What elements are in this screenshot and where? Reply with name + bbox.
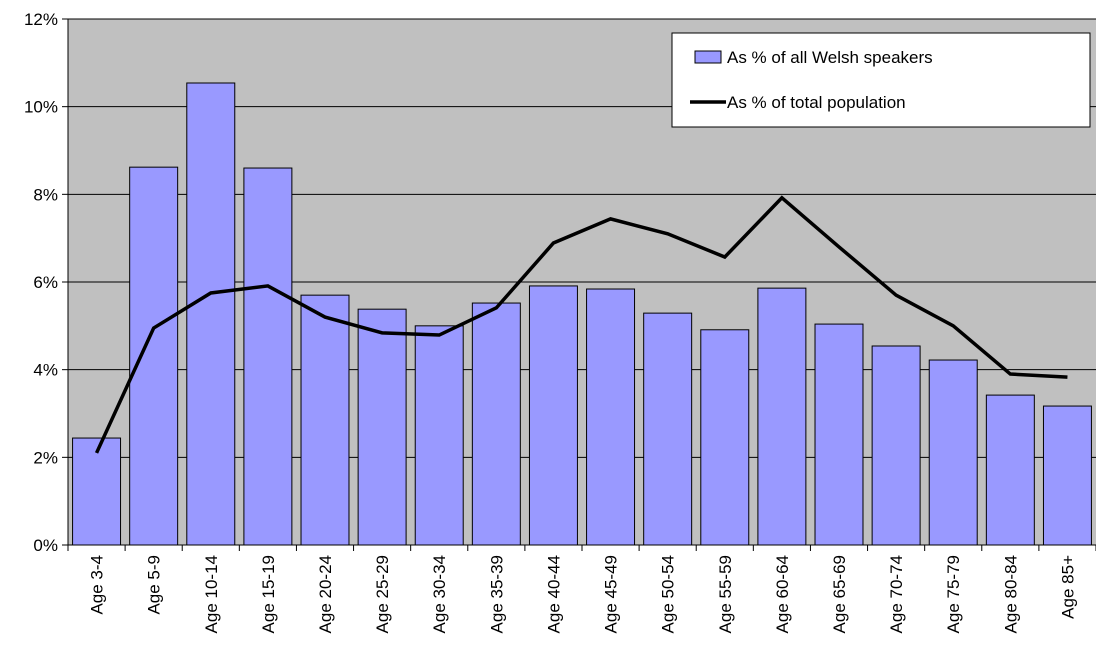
bar <box>72 437 122 546</box>
y-tick-label: 8% <box>33 185 58 204</box>
x-tick-label: Age 30-34 <box>430 555 449 633</box>
x-tick-label: Age 85+ <box>1058 555 1077 619</box>
bar <box>814 323 864 546</box>
bar <box>757 287 807 546</box>
legend-swatch <box>694 50 722 64</box>
bar <box>1042 405 1092 546</box>
bar <box>586 288 636 546</box>
bar <box>985 394 1035 546</box>
x-tick-label: Age 80-84 <box>1001 555 1020 633</box>
x-tick-label: Age 55-59 <box>716 555 735 633</box>
bar <box>700 329 750 546</box>
y-tick-label: 2% <box>33 448 58 467</box>
x-tick-label: Age 15-19 <box>259 555 278 633</box>
x-tick-label: Age 40-44 <box>544 555 563 633</box>
bar <box>643 312 693 546</box>
x-tick-label: Age 35-39 <box>487 555 506 633</box>
x-tick-label: Age 50-54 <box>659 555 678 633</box>
y-tick-label: 4% <box>33 361 58 380</box>
x-tick-label: Age 20-24 <box>316 555 335 633</box>
y-tick-label: 0% <box>33 536 58 555</box>
bar <box>129 166 179 546</box>
x-tick-label: Age 65-69 <box>830 555 849 633</box>
x-tick-label: Age 75-79 <box>944 555 963 633</box>
y-tick-label: 12% <box>24 10 58 29</box>
legend-label: As % of total population <box>727 93 906 112</box>
bar <box>528 285 578 546</box>
x-tick-label: Age 70-74 <box>887 555 906 633</box>
x-tick-label: Age 5-9 <box>145 555 164 615</box>
bar <box>357 308 407 546</box>
legend: As % of all Welsh speakers As % of total … <box>671 32 1091 128</box>
y-tick-label: 10% <box>24 98 58 117</box>
x-tick-label: Age 60-64 <box>773 555 792 633</box>
bar <box>300 294 350 546</box>
legend-box <box>671 32 1091 128</box>
bar <box>928 359 978 546</box>
bar <box>414 325 464 546</box>
bar <box>243 167 293 546</box>
x-tick-label: Age 10-14 <box>202 555 221 633</box>
x-tick-label: Age 45-49 <box>602 555 621 633</box>
y-tick-label: 6% <box>33 273 58 292</box>
legend-label: As % of all Welsh speakers <box>727 48 933 67</box>
bar <box>871 345 921 546</box>
line <box>94 195 1068 454</box>
x-tick-label: Age 3-4 <box>88 555 107 615</box>
bar <box>186 82 236 546</box>
bar <box>471 302 521 546</box>
x-tick-label: Age 25-29 <box>373 555 392 633</box>
